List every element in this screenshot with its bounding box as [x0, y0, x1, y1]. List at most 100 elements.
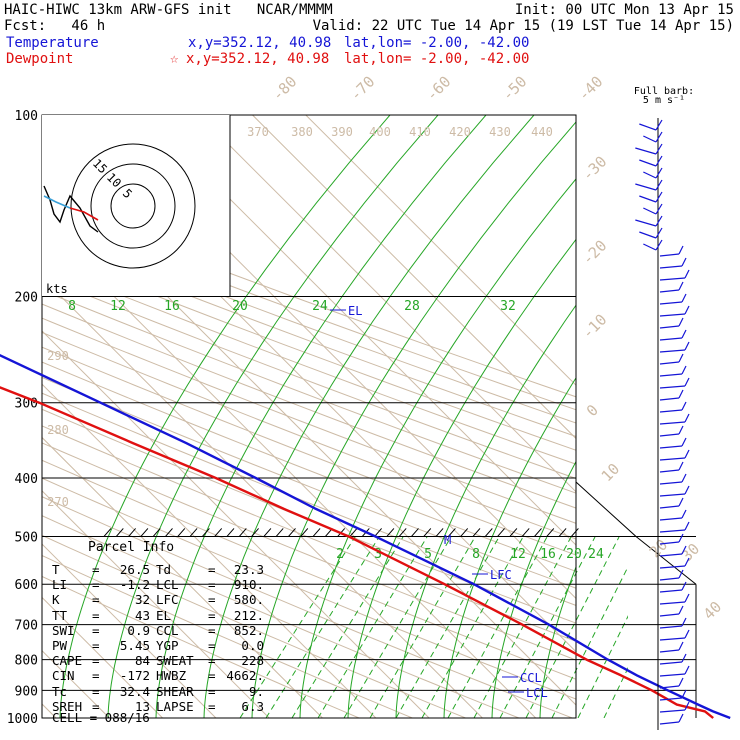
- wind-barb-flag: [678, 713, 684, 723]
- hatch-mark: [214, 528, 223, 537]
- wind-barb: [659, 349, 686, 353]
- parcel-value: 852.: [233, 622, 264, 638]
- isotherm-label: -40: [575, 73, 607, 105]
- wind-barb-flag: [681, 293, 687, 303]
- wind-barb: [659, 373, 683, 377]
- hodograph-trace: [43, 185, 99, 233]
- dry-adiabat: [42, 376, 576, 589]
- parcel-label: CAPE: [52, 653, 83, 669]
- wind-barb: [659, 661, 683, 665]
- wind-barb: [659, 301, 683, 305]
- hatch-mark: [571, 528, 579, 537]
- parcel-equals: =: [92, 592, 100, 608]
- parcel-value: 4662.: [226, 668, 264, 684]
- init-time: Init: 00 UTC Mon 13 Apr 15: [514, 2, 734, 18]
- isotherm: [42, 543, 217, 718]
- parcel-equals: =: [208, 698, 216, 714]
- barb-legend-line2: 5 m s⁻¹: [643, 95, 685, 106]
- temperature-profile: [0, 353, 731, 720]
- dry-adiabat: [42, 237, 576, 437]
- theta-label: 290: [47, 349, 69, 363]
- dry-adiabat: [42, 554, 413, 718]
- wind-barb-flag: [655, 179, 663, 191]
- wind-barb: [659, 445, 683, 449]
- wind-barb-flag: [681, 473, 687, 483]
- hodograph-ring: [110, 183, 156, 229]
- wind-barb-flag: [655, 203, 663, 215]
- parcel-label: PW: [52, 638, 68, 653]
- wind-barb-flag: [678, 389, 684, 399]
- wind-barb: [659, 673, 686, 677]
- wind-barb: [635, 183, 657, 191]
- wind-barb: [659, 517, 683, 521]
- mixing-ratio-label: 24: [312, 299, 328, 314]
- wind-barb-flag: [678, 353, 684, 363]
- mixing-ratio-label: 3: [374, 547, 382, 562]
- hatch-mark: [103, 528, 112, 537]
- wind-barb-flag: [678, 677, 684, 687]
- parcel-value: 43: [134, 607, 150, 623]
- parcel-value: 212.: [233, 607, 264, 623]
- pressure-label: 200: [15, 291, 38, 306]
- dewpoint-profile: [0, 386, 714, 719]
- dry-adiabat: [42, 317, 576, 524]
- mixing-ratio-dashed: [473, 537, 572, 718]
- model-title: HAIC-HIWC 13km ARW-GFS init NCAR/MMMM: [4, 2, 333, 18]
- wind-barb-flag: [681, 329, 687, 339]
- hatch-mark: [460, 528, 469, 537]
- wind-barb: [659, 577, 680, 581]
- mixing-ratio-dashed: [343, 537, 452, 718]
- parcel-value: 910.: [233, 577, 264, 593]
- hodograph-ring: [70, 143, 196, 269]
- parcel-label: Tc: [52, 683, 68, 699]
- wind-barb: [659, 409, 683, 413]
- wind-barb: [659, 313, 686, 317]
- wind-barb: [659, 505, 680, 509]
- isotherm: [42, 596, 163, 718]
- isotherm-label: -10: [579, 311, 611, 343]
- hodograph-trace-low: [43, 195, 71, 209]
- hatch-mark: [386, 528, 395, 537]
- pressure-label: 100: [15, 109, 38, 124]
- parcel-equals: =: [208, 683, 216, 699]
- wind-barb: [659, 709, 686, 713]
- wind-barb: [659, 649, 680, 653]
- parcel-label: LFC: [156, 592, 179, 608]
- mixing-ratio-label: 16: [164, 299, 180, 314]
- hatch-mark: [472, 528, 481, 537]
- mixing-ratio-line: [299, 178, 576, 718]
- mixing-ratio-dashed: [291, 537, 404, 718]
- wind-barb: [659, 289, 680, 293]
- hatch-mark: [238, 528, 247, 537]
- parcel-label: Td: [156, 562, 172, 577]
- wind-barb-flag: [681, 437, 687, 447]
- dry-adiabat: [42, 575, 360, 718]
- wind-barb: [643, 171, 657, 179]
- dry-adiabat: [42, 212, 576, 411]
- theta-label: 420: [449, 125, 471, 139]
- mixing-ratio-label: 8: [68, 299, 76, 314]
- inset-edge: [635, 536, 697, 585]
- isotherm-label: -50: [499, 73, 531, 105]
- wind-barb-flag: [655, 155, 663, 167]
- wind-barb-flag: [655, 131, 663, 143]
- hatch-mark: [140, 528, 149, 537]
- wind-barb: [659, 565, 686, 569]
- dry-adiabat: [42, 425, 576, 642]
- hatch-mark: [558, 528, 567, 537]
- hatch-mark: [398, 528, 407, 537]
- parcel-equals: =: [208, 668, 216, 684]
- mixing-ratio-label: 5: [424, 547, 432, 562]
- wind-barb: [659, 721, 680, 725]
- parcel-label: SWI: [52, 622, 75, 638]
- mixing-ratio-dashed: [525, 537, 620, 718]
- wind-barb-flag: [684, 413, 690, 423]
- level-marker-lcl: LCL: [526, 686, 548, 700]
- hatch-mark: [509, 528, 518, 537]
- parcel-value: 228: [241, 653, 264, 669]
- parcel-equals: =: [208, 562, 216, 577]
- wind-barb-flag: [681, 401, 687, 411]
- level-marker-el: EL: [348, 304, 362, 318]
- isotherm-label: -80: [269, 73, 301, 105]
- hatch-mark: [251, 528, 259, 537]
